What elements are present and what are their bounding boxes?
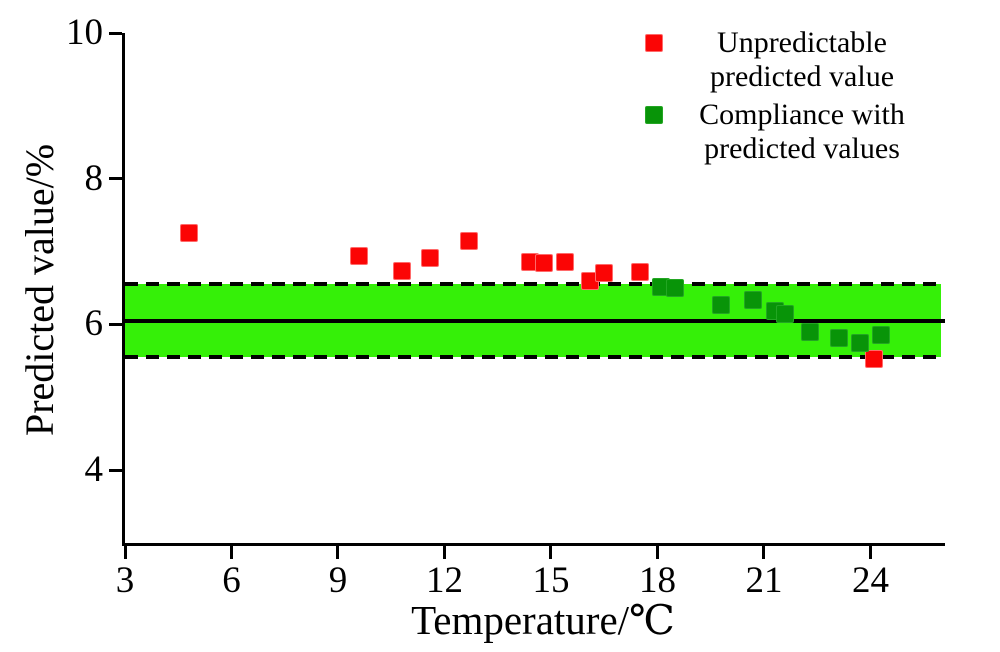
data-point-unpredictable — [392, 261, 411, 280]
upper-limit-dashed-line — [125, 282, 941, 287]
data-point-unpredictable — [534, 253, 553, 272]
legend-item-unpredictable: Unpredictable predicted value — [645, 26, 927, 94]
x-tick-label: 18 — [638, 560, 676, 601]
plot-area: 3 6 9 12 15 18 21 24 4 6 8 10 — [66, 13, 945, 601]
data-point-compliance — [666, 279, 685, 297]
data-point-compliance — [850, 334, 869, 353]
legend-swatch-red-square-icon — [645, 34, 663, 52]
data-point-unpredictable — [595, 264, 614, 283]
x-tick — [336, 546, 340, 559]
x-tick-label: 12 — [425, 560, 463, 601]
x-tick-label: 24 — [851, 560, 889, 601]
legend-label-line: Compliance with — [699, 98, 905, 131]
y-tick-label: 4 — [84, 449, 104, 491]
data-point-unpredictable — [865, 350, 883, 369]
x-tick-label: 3 — [115, 560, 135, 601]
center-reference-line — [125, 318, 945, 323]
legend-label-line: predicted values — [704, 132, 900, 165]
y-tick — [109, 31, 122, 35]
legend-label-line: predicted value — [709, 60, 895, 93]
lower-limit-dashed-line — [125, 355, 941, 360]
legend-item-compliance: Compliance with predicted values — [645, 98, 927, 166]
legend-swatch-green-square-icon — [645, 106, 663, 124]
data-point-unpredictable — [460, 232, 479, 251]
x-tick-label: 15 — [532, 560, 570, 601]
legend-label-compliance: Compliance with predicted values — [677, 98, 927, 166]
x-tick — [762, 546, 766, 559]
legend: Unpredictable predicted value Compliance… — [645, 26, 927, 170]
y-tick — [109, 468, 122, 472]
x-tick-label: 9 — [328, 560, 348, 601]
x-tick-label: 6 — [222, 560, 241, 601]
data-point-compliance — [744, 290, 763, 309]
data-point-compliance — [776, 305, 795, 324]
y-tick-label: 6 — [84, 303, 104, 345]
x-tick — [655, 546, 659, 559]
x-tick — [229, 546, 233, 559]
x-tick — [549, 546, 553, 559]
x-tick-label: 21 — [745, 560, 783, 601]
data-point-compliance — [829, 329, 848, 348]
legend-label-line: Unpredictable — [717, 26, 887, 59]
data-point-unpredictable — [350, 246, 369, 265]
y-tick-label: 8 — [84, 157, 104, 199]
legend-label-unpredictable: Unpredictable predicted value — [677, 26, 927, 94]
x-tick — [442, 546, 446, 559]
x-tick — [123, 546, 127, 559]
data-point-unpredictable — [421, 249, 440, 268]
data-point-unpredictable — [556, 252, 575, 271]
data-point-unpredictable — [179, 223, 198, 242]
data-point-unpredictable — [630, 262, 649, 281]
y-tick-label: 10 — [66, 12, 103, 53]
data-point-compliance — [712, 295, 731, 314]
data-point-compliance — [872, 326, 891, 345]
y-tick — [109, 177, 122, 181]
data-point-compliance — [801, 322, 820, 341]
x-tick — [868, 546, 872, 559]
y-tick — [109, 322, 122, 326]
x-axis-label: Temperature/℃ — [411, 597, 675, 643]
